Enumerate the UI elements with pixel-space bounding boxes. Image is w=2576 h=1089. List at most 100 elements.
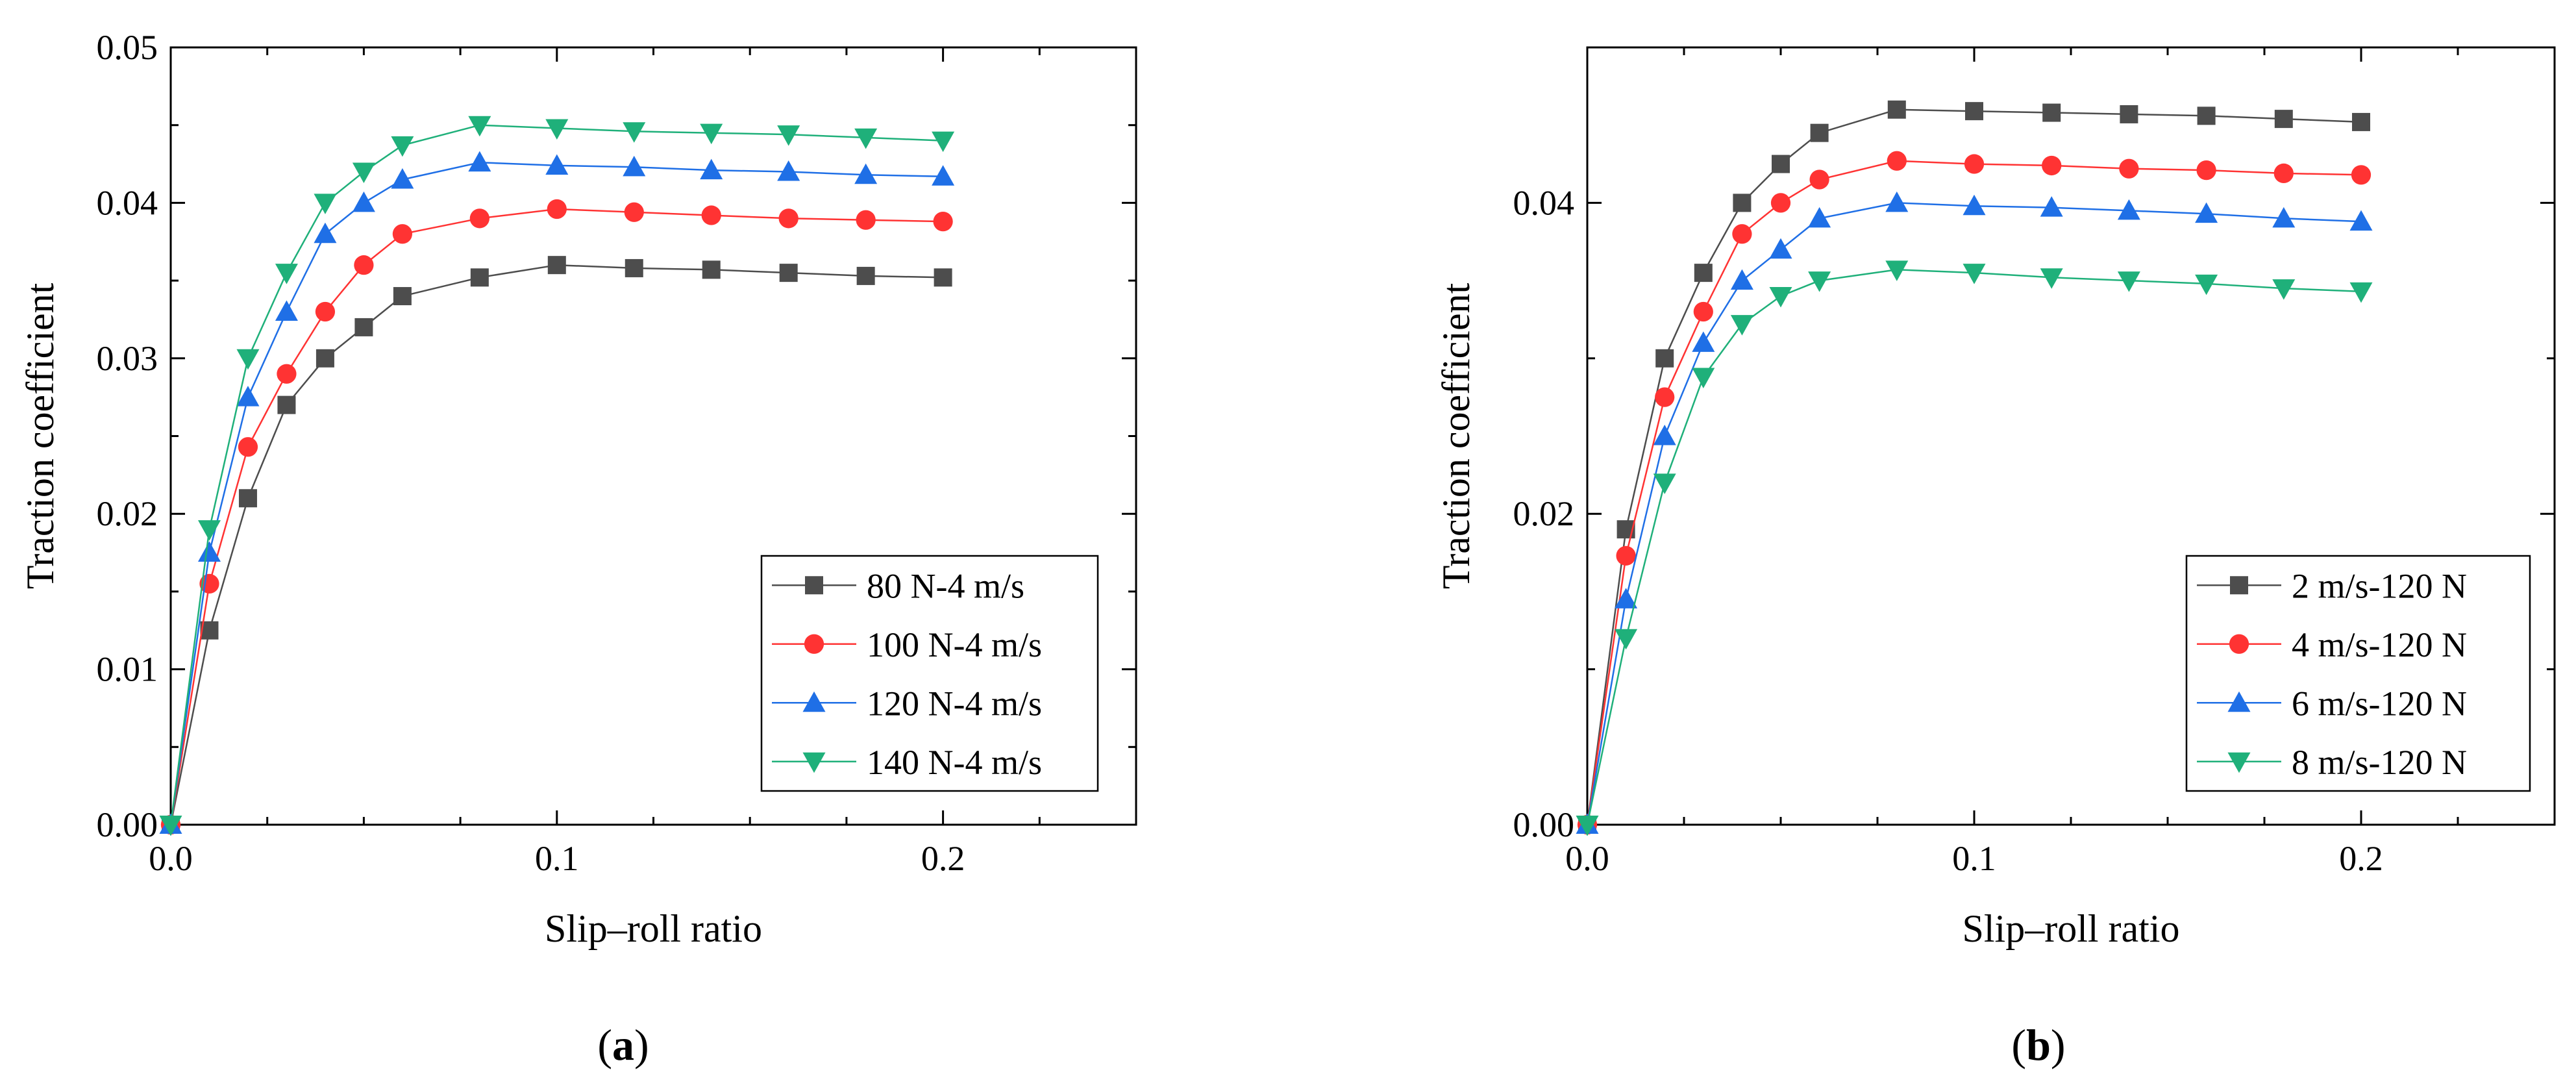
marker-square [1655,349,1674,368]
marker-square [2230,576,2248,595]
marker-triangle-down [932,131,955,153]
series-line [1586,160,2362,825]
series-line [169,208,943,825]
marker-triangle-down [314,194,337,214]
x-tick-label: 0.2 [2339,839,2383,878]
marker-square [1965,102,1983,121]
marker-square [2197,106,2216,125]
marker-square [2352,112,2370,131]
caption-letter: a [612,1020,634,1070]
marker-triangle-up [314,222,337,244]
marker-square [934,268,952,287]
series-3 [1576,260,2373,836]
marker-triangle-up [1730,269,1753,290]
marker-triangle-down [2195,274,2218,295]
marker-circle [778,208,799,229]
marker-triangle-down [1885,260,1909,281]
marker-circle [624,202,644,222]
marker-triangle-down [2117,271,2140,292]
x-tick-label: 0.1 [535,839,579,878]
marker-circle [1887,151,1907,171]
legend-box [760,555,1099,792]
marker-circle [1732,224,1752,244]
series-2 [159,151,955,834]
marker-triangle-up [700,158,723,180]
marker-triangle-up [236,386,260,407]
marker-triangle-down [159,816,182,836]
marker-triangle-down [1692,368,1715,389]
marker-triangle-up [197,541,221,562]
marker-square [1694,264,1713,282]
marker-triangle-down [1808,271,1831,292]
marker-circle [933,212,953,232]
marker-triangle-up [2349,210,2373,231]
marker-square [856,266,875,285]
marker-triangle-up [352,191,375,212]
marker-circle [2229,634,2249,654]
marker-square [702,260,721,279]
marker-triangle-down [2040,268,2063,289]
legend: 80 N-4 m/s 100 N-4 m/s 120 N-4 m/s 140 N-4 … [760,555,1099,792]
marker-triangle-up [777,160,800,181]
marker-triangle-up [1692,331,1715,352]
x-tick-label: 0.1 [1952,839,1996,878]
marker-square [1810,123,1829,142]
marker-square [1733,194,1752,212]
marker-triangle-down [1730,315,1753,336]
caption-paren-close: ) [2051,1020,2066,1070]
marker-triangle-down [352,162,375,184]
marker-circle [2119,158,2139,179]
marker-circle [1964,154,1985,174]
marker-square [547,256,566,275]
marker-triangle-down [1963,264,1986,284]
marker-circle [1655,387,1675,407]
y-axis-title: Traction coefficient [19,282,62,589]
legend-item: 80 N-4 m/s [772,566,1024,605]
marker-circle [392,224,412,244]
series-line [1586,269,2362,825]
legend-item: 6 m/s-120 N [2197,684,2467,723]
chart-panel-b: 0.0 0.1 0.2 0.00 0.02 0.04 Slip–roll ratio Trac… [1435,46,2556,1070]
marker-circle [2351,165,2372,185]
marker-circle [1616,545,1636,566]
legend-label: 100 N-4 m/s [867,625,1042,664]
marker-square [1887,100,1906,119]
marker-circle [1809,169,1829,190]
marker-circle [1693,301,1713,322]
legend-label: 6 m/s-120 N [2292,684,2467,723]
series-3 [159,116,955,836]
legend-item: 120 N-4 m/s [772,684,1042,723]
marker-circle [856,210,876,230]
marker-square [2120,105,2138,123]
y-tick-label: 0.02 [97,494,158,533]
series-1 [1577,151,2372,835]
marker-triangle-down [2272,279,2296,300]
marker-triangle-up [623,155,646,177]
marker-triangle-down [275,264,298,284]
legend-item: 4 m/s-120 N [2197,625,2467,664]
series-line [169,124,943,825]
marker-triangle-up [1769,238,1792,259]
marker-circle [2273,163,2294,184]
caption-paren-close: ) [634,1020,649,1070]
series-line [1586,202,2362,825]
marker-triangle-up [2227,691,2251,712]
panel-caption: (b) [2011,1020,2065,1070]
y-tick-label: 0.02 [1513,494,1575,533]
y-axis-title: Traction coefficient [1435,282,1478,589]
marker-square [779,264,798,282]
marker-square [393,287,412,306]
marker-triangle-down [623,122,646,143]
marker-triangle-down [236,349,260,370]
marker-triangle-up [1615,588,1638,608]
marker-triangle-down [2349,282,2373,303]
series-line [169,264,943,825]
marker-circle [2042,155,2062,176]
marker-square [238,489,257,508]
legend-item: 140 N-4 m/s [772,743,1042,782]
marker-circle [701,205,721,225]
marker-triangle-up [545,154,569,175]
series-1 [160,199,953,835]
legend-item: 2 m/s-120 N [2197,566,2467,605]
legend-item: 8 m/s-120 N [2197,743,2467,782]
